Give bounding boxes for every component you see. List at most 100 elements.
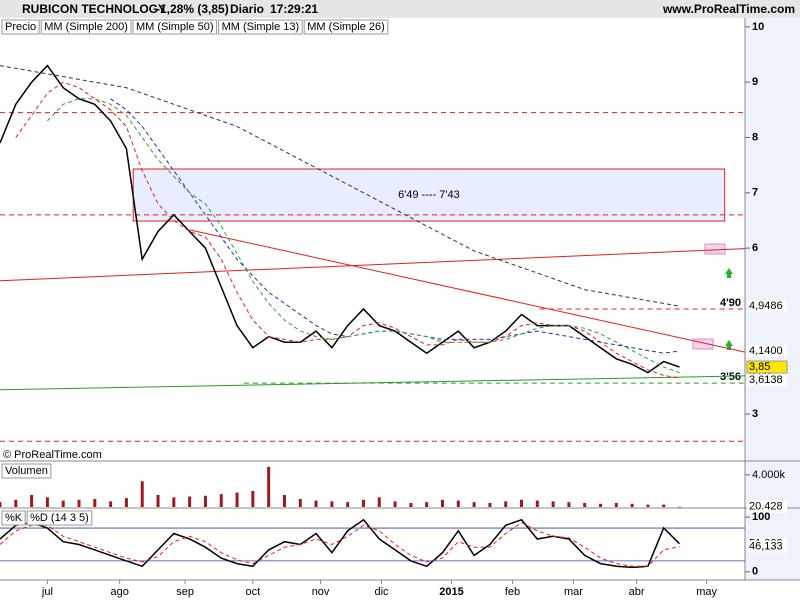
panel-title-box (1, 463, 52, 479)
volume-bar (535, 500, 539, 507)
series-line (47, 98, 680, 374)
panel-title-box (26, 510, 93, 526)
site: www.ProRealTime.com (662, 2, 795, 16)
series-line (0, 522, 680, 567)
volume-bar (140, 481, 144, 507)
y-tick-label: 8 (752, 131, 758, 143)
volume-bar (646, 504, 650, 507)
volume-bar (520, 499, 523, 507)
badge-label: 4,9486 (749, 300, 783, 312)
panel-title: %K (5, 512, 23, 524)
legend-entry: MM (Simple 13) (222, 21, 300, 33)
x-tick-label: oct (246, 586, 261, 598)
legend-box (303, 19, 389, 35)
volume-bar (488, 502, 492, 507)
series-line (0, 65, 680, 307)
period: Diario (230, 2, 264, 16)
arrow-icon (725, 340, 733, 350)
volume-bar (109, 501, 113, 507)
volume-bar (567, 502, 571, 507)
trend-line (0, 375, 746, 391)
volume-bar (30, 494, 34, 507)
alert-box (692, 338, 714, 350)
volume-bar (409, 502, 413, 507)
x-tick-label: abr (629, 586, 645, 598)
panel-title: %D (14 3 5) (30, 512, 89, 524)
series-line (110, 98, 680, 354)
y-tick-label: 6 (752, 242, 758, 254)
price-badge (747, 300, 787, 313)
trend-line (189, 229, 746, 353)
x-tick-label: may (696, 586, 717, 598)
volume-bar (0, 502, 2, 507)
copyright: © ProRealTime.com (3, 449, 102, 461)
legend-box (40, 19, 132, 35)
legend-entry: MM (Simple 200) (44, 21, 128, 33)
panel-title: Volumen (5, 465, 48, 477)
volume-bar (440, 499, 444, 507)
series-line (0, 518, 681, 569)
volume-bar (77, 499, 81, 507)
volume-bar (314, 500, 318, 507)
price-badge (747, 345, 787, 358)
y-tick-label: 0 (752, 566, 758, 578)
volume-bar (504, 501, 508, 507)
volume-bar (393, 501, 397, 507)
legend-entry: MM (Simple 26) (307, 21, 385, 33)
x-tick-label: 2015 (439, 586, 463, 598)
y-tick-label: 7 (752, 187, 758, 199)
x-tick-label: sep (176, 586, 194, 598)
panel-title-box (1, 510, 26, 526)
badge-label: 46,133 (749, 540, 783, 552)
legend-box (1, 19, 40, 35)
price-badge (747, 500, 787, 513)
volume-bar (346, 502, 350, 507)
volume-bar (298, 498, 302, 507)
volume-bar (361, 499, 365, 507)
price-zone (132, 168, 726, 222)
zone-label: 6'49 ---- 7'43 (398, 189, 460, 201)
price-badge (746, 360, 788, 374)
volume-bar (472, 502, 476, 507)
volume-bar (282, 494, 286, 507)
level-label: 3'56 (720, 371, 741, 383)
price-axis-bg (745, 18, 800, 580)
volume-bar (630, 503, 634, 507)
y-tick-label: 10 (752, 21, 764, 33)
volume-bar (425, 502, 429, 507)
change: -1,28% (3,85) (156, 2, 229, 16)
x-tick-label: mar (564, 586, 583, 598)
y-tick-label: 100 (752, 511, 770, 523)
volume-bar (219, 494, 223, 507)
x-tick-label: dic (374, 586, 389, 598)
volume-bar (156, 494, 160, 507)
volume-bar (235, 492, 239, 507)
legend-entry: MM (Simple 50) (136, 21, 214, 33)
badge-label: 3,6138 (749, 374, 783, 386)
y-tick-label: 3 (752, 408, 758, 420)
legend-box (218, 19, 303, 35)
volume-bar (203, 495, 207, 507)
volume-bar (330, 501, 334, 507)
legend-entry: Precio (5, 21, 36, 33)
arrow-icon (725, 268, 733, 278)
volume-bar (251, 490, 255, 507)
volume-bar (45, 497, 49, 507)
x-tick-label: jul (41, 586, 53, 598)
volume-bar (662, 504, 666, 507)
volume-bar (599, 503, 603, 507)
header-bar (0, 0, 800, 18)
badge-label: 4,1400 (749, 345, 783, 357)
volume-bar (551, 501, 555, 507)
level-label: 4'90 (720, 297, 741, 309)
volume-bar (124, 498, 128, 507)
symbol: RUBICON TECHNOLOGY (22, 2, 166, 16)
x-tick-label: feb (505, 586, 520, 598)
volume-bar (456, 500, 460, 507)
volume-bar (14, 499, 18, 507)
legend-box (132, 19, 218, 35)
x-tick-label: nov (312, 586, 330, 598)
y-tick-label: 9 (752, 76, 758, 88)
trend-line (0, 248, 746, 282)
